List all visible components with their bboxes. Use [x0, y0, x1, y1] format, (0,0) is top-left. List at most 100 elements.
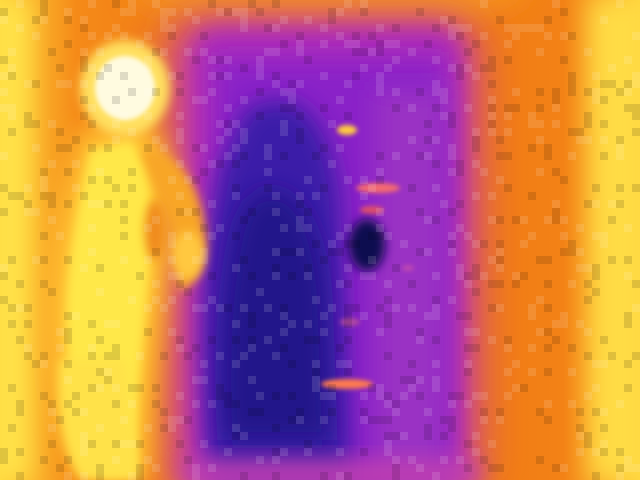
noise-pixel — [200, 248, 208, 256]
noise-pixel — [0, 16, 8, 24]
noise-pixel — [544, 144, 552, 152]
noise-pixel — [552, 88, 560, 96]
noise-pixel — [112, 24, 120, 32]
noise-pixel — [456, 168, 464, 176]
noise-pixel — [520, 24, 528, 32]
noise-pixel — [128, 168, 136, 176]
noise-pixel — [232, 336, 240, 344]
noise-pixel — [360, 64, 368, 72]
noise-pixel — [520, 272, 528, 280]
noise-pixel — [288, 104, 296, 112]
noise-pixel — [16, 280, 24, 288]
noise-pixel — [168, 8, 176, 16]
noise-pixel — [344, 0, 352, 8]
noise-pixel — [88, 352, 96, 360]
noise-pixel — [152, 296, 160, 304]
noise-pixel — [360, 48, 368, 56]
noise-pixel — [448, 208, 456, 216]
noise-pixel — [560, 8, 568, 16]
noise-pixel — [592, 472, 600, 480]
noise-pixel — [56, 464, 64, 472]
noise-pixel — [232, 320, 240, 328]
noise-pixel — [448, 120, 456, 128]
noise-pixel — [80, 64, 88, 72]
noise-pixel — [256, 112, 264, 120]
noise-pixel — [32, 80, 40, 88]
arm-body-gap — [145, 200, 165, 260]
noise-pixel — [136, 272, 144, 280]
noise-pixel — [504, 24, 512, 32]
noise-pixel — [192, 464, 200, 472]
noise-pixel — [528, 192, 536, 200]
noise-pixel — [264, 48, 272, 56]
noise-pixel — [32, 32, 40, 40]
noise-pixel — [456, 64, 464, 72]
noise-pixel — [328, 248, 336, 256]
noise-pixel — [56, 328, 64, 336]
noise-pixel — [112, 184, 120, 192]
noise-pixel — [40, 0, 48, 8]
noise-pixel — [296, 80, 304, 88]
noise-pixel — [288, 88, 296, 96]
noise-pixel — [408, 184, 416, 192]
noise-pixel — [384, 400, 392, 408]
noise-pixel — [280, 328, 288, 336]
noise-pixel — [592, 448, 600, 456]
noise-pixel — [280, 120, 288, 128]
noise-pixel — [184, 288, 192, 296]
noise-pixel — [544, 304, 552, 312]
noise-pixel — [80, 432, 88, 440]
noise-pixel — [152, 384, 160, 392]
noise-pixel — [272, 456, 280, 464]
noise-pixel — [256, 64, 264, 72]
noise-pixel — [352, 40, 360, 48]
noise-pixel — [320, 144, 328, 152]
noise-pixel — [424, 424, 432, 432]
noise-pixel — [536, 168, 544, 176]
door-upper-spot — [337, 125, 357, 135]
noise-pixel — [472, 272, 480, 280]
noise-pixel — [376, 168, 384, 176]
noise-pixel — [208, 400, 216, 408]
noise-pixel — [280, 248, 288, 256]
floor-glow — [180, 460, 480, 480]
noise-pixel — [440, 112, 448, 120]
noise-pixel — [376, 232, 384, 240]
noise-pixel — [512, 280, 520, 288]
noise-pixel — [568, 152, 576, 160]
noise-pixel — [488, 256, 496, 264]
noise-pixel — [232, 120, 240, 128]
noise-pixel — [384, 232, 392, 240]
door-handle-glow — [356, 183, 400, 193]
noise-pixel — [248, 312, 256, 320]
noise-pixel — [344, 240, 352, 248]
noise-pixel — [496, 248, 504, 256]
noise-pixel — [416, 376, 424, 384]
noise-pixel — [536, 48, 544, 56]
noise-pixel — [384, 40, 392, 48]
noise-pixel — [432, 296, 440, 304]
noise-pixel — [488, 96, 496, 104]
noise-pixel — [592, 288, 600, 296]
noise-pixel — [448, 248, 456, 256]
noise-pixel — [24, 344, 32, 352]
noise-pixel — [552, 104, 560, 112]
noise-pixel — [304, 264, 312, 272]
noise-pixel — [576, 248, 584, 256]
noise-pixel — [520, 240, 528, 248]
noise-pixel — [544, 16, 552, 24]
noise-pixel — [320, 72, 328, 80]
noise-pixel — [544, 152, 552, 160]
noise-pixel — [8, 192, 16, 200]
noise-pixel — [232, 424, 240, 432]
noise-pixel — [528, 112, 536, 120]
noise-pixel — [400, 392, 408, 400]
noise-pixel — [312, 336, 320, 344]
noise-pixel — [336, 8, 344, 16]
noise-pixel — [80, 408, 88, 416]
noise-pixel — [136, 472, 144, 480]
noise-pixel — [248, 272, 256, 280]
noise-pixel — [568, 88, 576, 96]
person-figure — [47, 40, 206, 480]
